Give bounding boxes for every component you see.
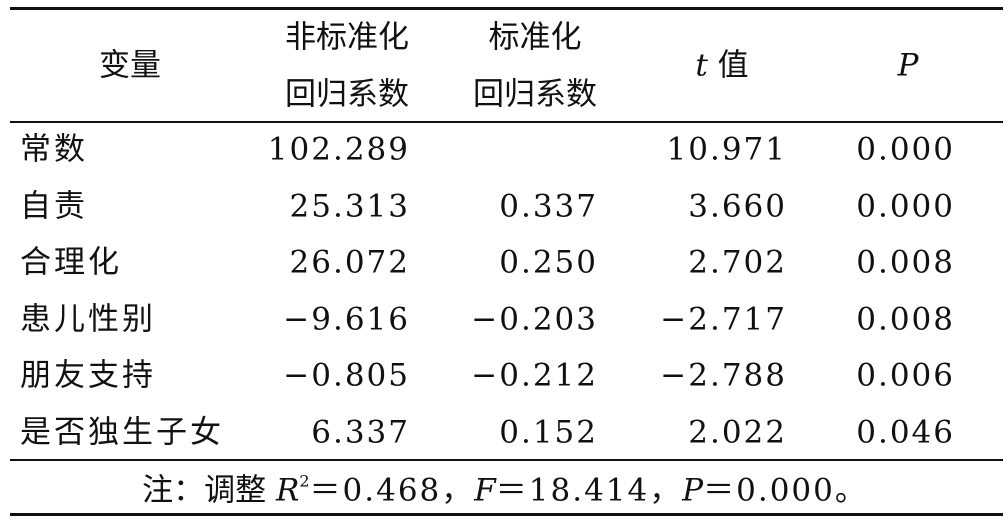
table-cell: 3.660	[688, 188, 787, 224]
table-cell: 6.337	[311, 414, 410, 450]
header-cell: 回归系数	[473, 76, 597, 113]
table-cell: 2.022	[688, 414, 787, 450]
note-text: R	[275, 472, 300, 509]
table-cell: 0.152	[499, 414, 598, 450]
table-cell: 25.313	[289, 188, 410, 224]
table-cell: 0.250	[499, 244, 598, 281]
table-cell: 0.000	[856, 131, 955, 168]
header-cell: t 值	[695, 47, 749, 84]
header-text: 值	[717, 47, 749, 84]
row-label: 自责	[20, 188, 88, 224]
table-cell: −9.616	[283, 301, 410, 337]
table-cell: −2.717	[660, 301, 787, 337]
table-cell: 0.006	[856, 357, 955, 394]
row-label: 朋友支持	[20, 357, 156, 394]
table-cell: 10.971	[666, 131, 787, 168]
header-cell: 标准化	[488, 19, 582, 56]
table-cell: 2.702	[688, 244, 787, 281]
bottom-rule	[10, 513, 1003, 516]
row-label: 患儿性别	[20, 301, 156, 337]
body-rule	[10, 459, 1003, 461]
table-note: 注：调整 R2＝0.468，F＝18.414，P＝0.000。	[142, 471, 868, 509]
row-label: 合理化	[20, 244, 122, 281]
note-text: 2	[299, 471, 310, 491]
header-text: t	[695, 47, 708, 84]
row-label: 是否独生子女	[20, 414, 224, 450]
table-cell: −0.212	[471, 357, 598, 394]
table-cell: −0.203	[471, 301, 598, 337]
header-rule	[10, 121, 1003, 123]
top-rule	[10, 7, 1003, 10]
header-cell: 变量	[99, 47, 161, 84]
table-cell: 0.000	[856, 188, 955, 224]
table-cell: 0.337	[499, 188, 598, 224]
row-label: 常数	[20, 131, 88, 168]
table-cell: 0.008	[856, 244, 955, 281]
header-cell: 非标准化	[285, 19, 409, 56]
table-cell: 0.008	[856, 301, 955, 337]
note-text: ＝0.468，	[309, 472, 475, 509]
note-text: ＝0.000。	[703, 472, 868, 509]
table-cell: −2.788	[660, 357, 787, 394]
table-cell: 26.072	[289, 244, 410, 281]
table-cell: −0.805	[283, 357, 410, 394]
table-cell: 102.289	[267, 131, 410, 168]
header-cell: 回归系数	[285, 76, 409, 113]
table-cell: 0.046	[856, 414, 955, 450]
note-text: 注：调整	[142, 472, 276, 509]
note-text: F	[474, 472, 496, 509]
note-text: P	[682, 472, 704, 509]
header-cell: P	[897, 47, 919, 84]
note-text: ＝18.414，	[495, 472, 683, 509]
